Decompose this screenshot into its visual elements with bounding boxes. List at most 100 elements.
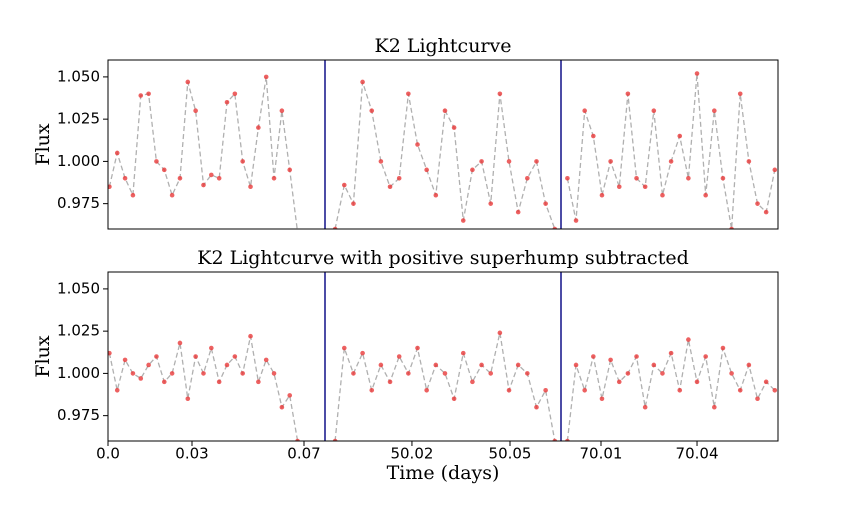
data-point [686, 337, 691, 342]
data-point [161, 167, 167, 173]
data-point [470, 167, 475, 173]
data-point [351, 371, 356, 376]
data-point [660, 371, 665, 376]
data-point [130, 371, 136, 376]
data-point [360, 79, 365, 85]
data-point [703, 354, 708, 359]
data-point [216, 379, 222, 385]
data-point [755, 201, 760, 206]
data-point [582, 388, 587, 393]
data-point [130, 192, 136, 198]
data-point [668, 350, 674, 356]
data-point [608, 159, 613, 164]
data-point [193, 108, 198, 113]
data-point [406, 371, 411, 376]
data-point [279, 404, 285, 410]
data-point [424, 167, 429, 173]
data-point [279, 108, 285, 113]
data-point [737, 388, 743, 393]
chart-title: K2 Lightcurve [375, 35, 512, 57]
data-point [332, 226, 338, 229]
data-point [746, 362, 752, 368]
x-tick-label: 70.01 [580, 445, 623, 463]
data-point [582, 108, 587, 113]
data-point [232, 354, 238, 359]
data-point [114, 388, 120, 393]
data-point [506, 388, 512, 393]
y-tick-label: 0.975 [57, 194, 100, 212]
x-tick-label: 70.04 [676, 445, 719, 463]
data-point [591, 133, 596, 139]
data-point [479, 362, 484, 368]
data-point [720, 345, 726, 351]
data-point [295, 438, 300, 441]
data-point [651, 108, 657, 113]
data-point [677, 133, 683, 139]
data-point [488, 371, 494, 376]
y-tick-label: 0.975 [57, 406, 100, 424]
data-point [599, 192, 605, 198]
data-point [729, 226, 734, 229]
data-point [185, 396, 191, 402]
data-point [378, 362, 384, 368]
y-tick-label: 1.000 [57, 152, 100, 170]
data-point [488, 201, 494, 206]
data-point [573, 362, 579, 368]
data-point [660, 192, 665, 198]
data-point [424, 388, 429, 393]
lightcurve-line [334, 332, 556, 441]
data-point [543, 201, 548, 206]
data-point [263, 74, 269, 80]
data-point [360, 350, 365, 356]
y-tick-label: 1.050 [57, 67, 100, 85]
data-point [543, 388, 548, 393]
data-point [332, 438, 338, 441]
y-axis-label: Flux [32, 123, 54, 165]
y-tick-label: 1.000 [57, 364, 100, 382]
data-point [209, 345, 214, 351]
data-point [224, 99, 230, 105]
data-point [772, 388, 778, 393]
data-point [387, 184, 393, 190]
data-point [642, 184, 648, 190]
x-axis-label: Time (days) [387, 462, 500, 484]
y-axis-label: Flux [32, 335, 54, 377]
data-point [271, 176, 277, 181]
data-point [108, 184, 112, 190]
data-point [552, 226, 558, 229]
data-point [451, 396, 457, 402]
data-point [694, 379, 700, 385]
data-point [122, 176, 128, 181]
data-point [442, 371, 448, 376]
data-point [248, 333, 253, 339]
data-point [433, 192, 439, 198]
lightcurve-line [566, 73, 776, 229]
data-point [263, 357, 269, 363]
data-point [287, 167, 293, 173]
data-point [201, 182, 206, 188]
data-point [634, 176, 639, 181]
data-point [378, 159, 384, 164]
axes-frame [107, 271, 779, 442]
data-point [616, 184, 622, 190]
data-point [185, 79, 191, 85]
data-point [216, 176, 222, 181]
data-point [271, 371, 277, 376]
data-point [534, 159, 539, 164]
data-point [591, 354, 596, 359]
data-point [720, 176, 726, 181]
data-point [341, 182, 347, 188]
data-point [634, 354, 639, 359]
data-point [525, 371, 530, 376]
lightcurve-line [108, 336, 299, 441]
plot-area [108, 71, 778, 229]
data-point [565, 438, 570, 441]
data-point [525, 176, 530, 181]
data-point [763, 379, 769, 385]
data-point [746, 159, 752, 164]
data-point [497, 330, 503, 336]
data-point [703, 192, 708, 198]
data-point [387, 379, 393, 385]
data-point [642, 404, 648, 410]
